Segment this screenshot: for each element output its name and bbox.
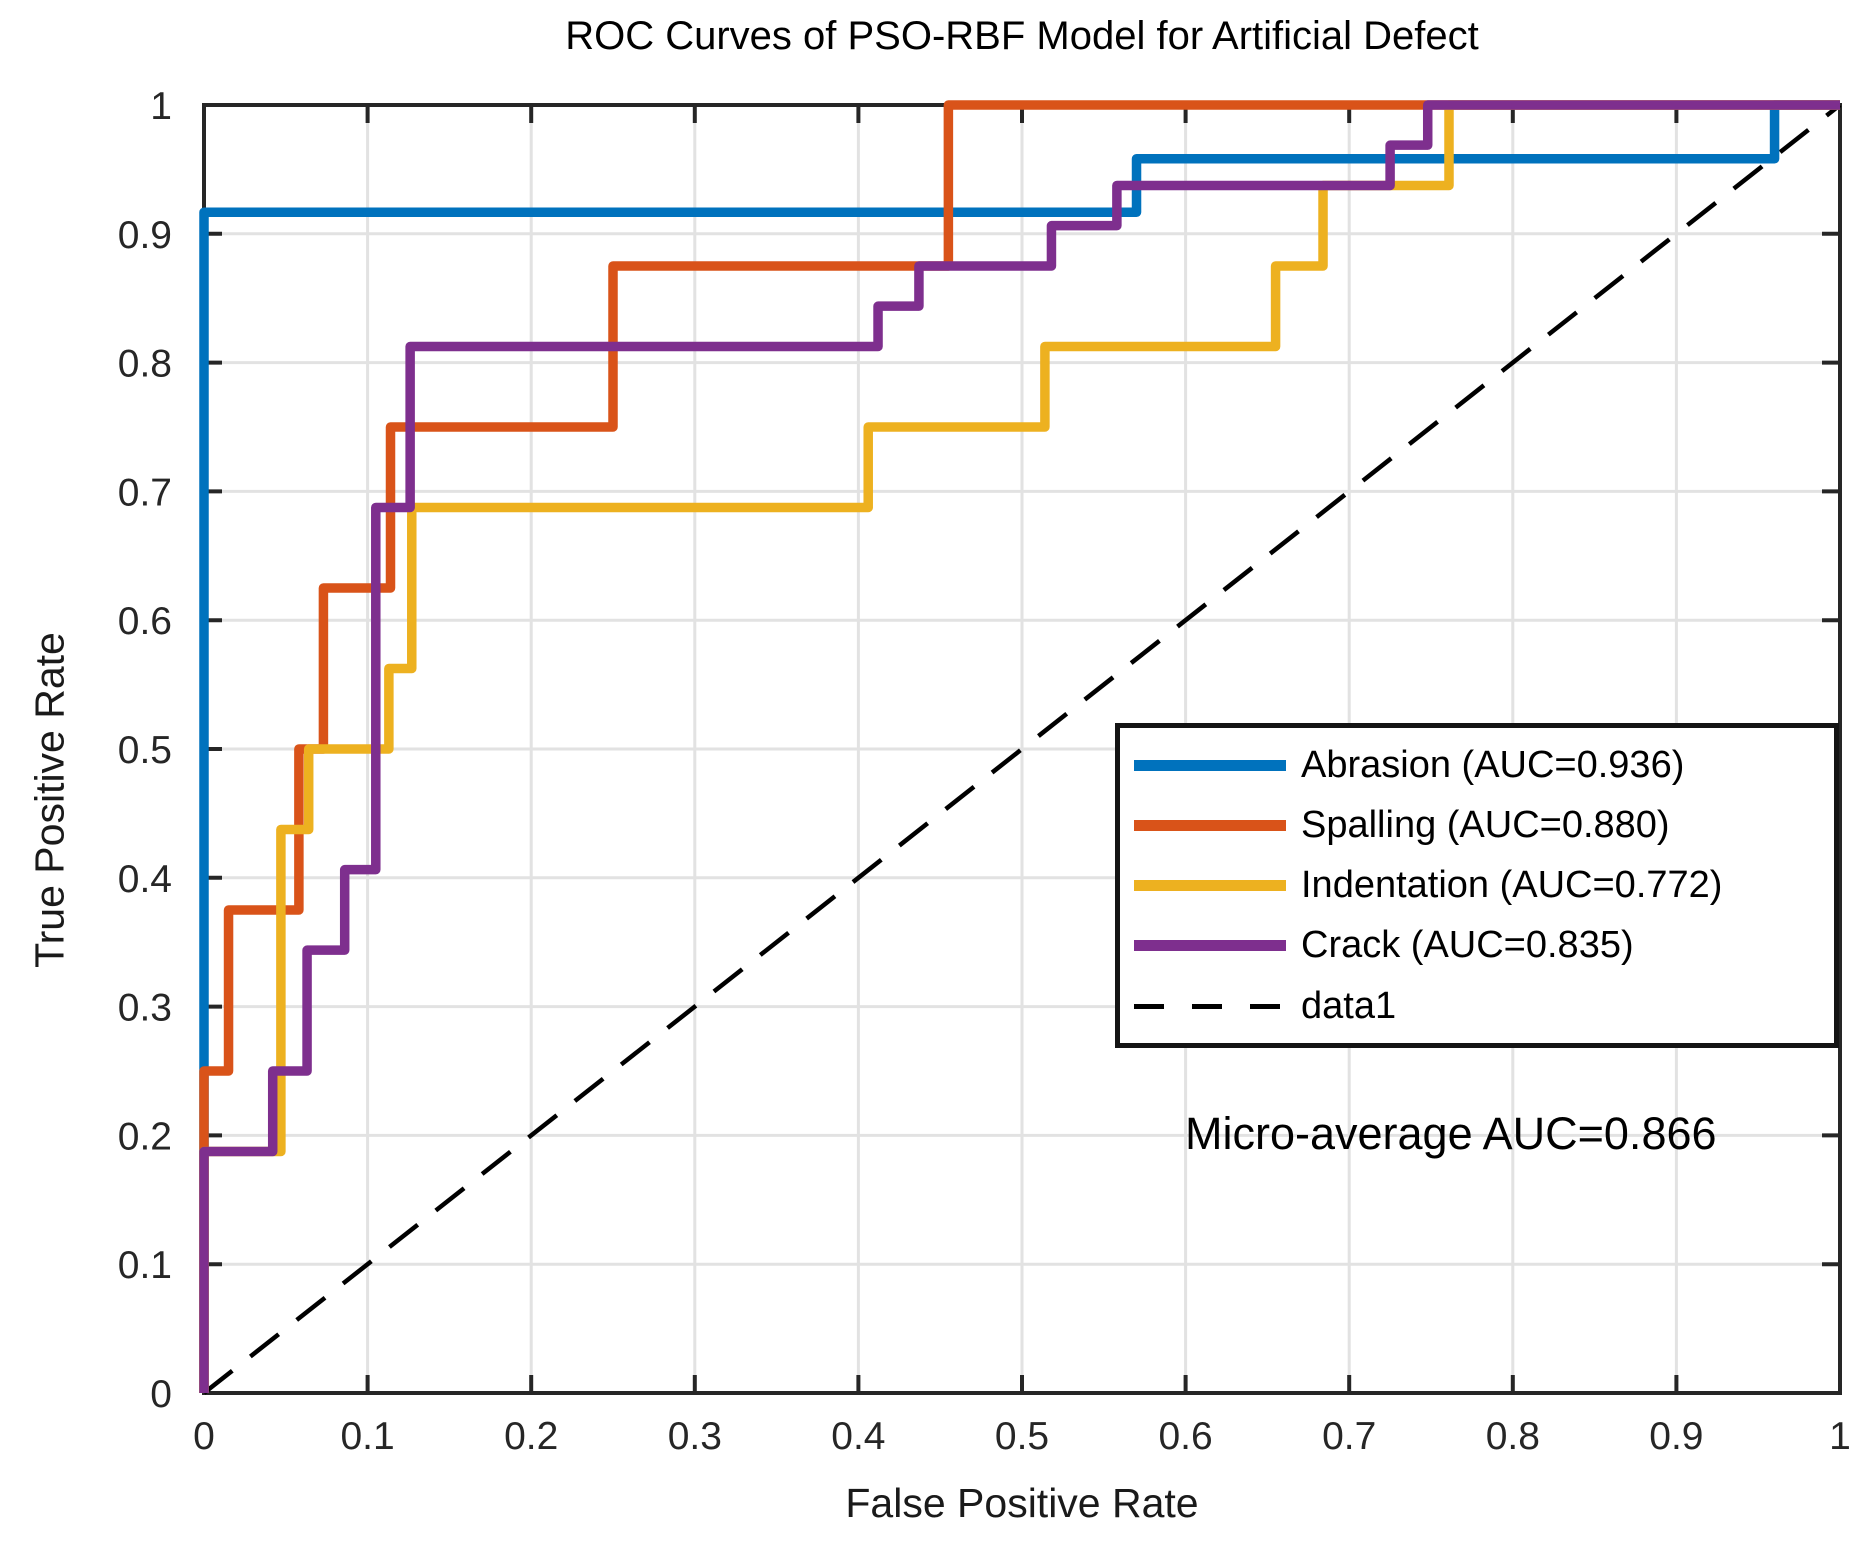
legend-item-indentation: Indentation (AUC=0.772) [1134, 864, 1824, 906]
y-tick-label: 0.6 [118, 600, 172, 643]
legend-swatch-data1 [1134, 1003, 1286, 1009]
legend-label-crack: Crack (AUC=0.835) [1301, 924, 1634, 967]
x-tick-label: 0.3 [668, 1415, 722, 1458]
roc-curve-indentation [199, 100, 1840, 1393]
micro-average-annotation: Micro-average AUC=0.866 [1185, 1108, 1717, 1159]
reference-line-data1 [202, 103, 1842, 1395]
y-axis-label: True Positive Rate [26, 632, 73, 968]
y-tick-label: 0.2 [118, 1115, 172, 1158]
legend: Abrasion (AUC=0.936) Spalling (AUC=0.880… [1115, 723, 1839, 1048]
y-tick-label: 0 [150, 1373, 172, 1416]
y-tick-label: 0.1 [118, 1244, 172, 1287]
y-tick-label: 0.3 [118, 987, 172, 1030]
legend-item-crack: Crack (AUC=0.835) [1134, 924, 1824, 967]
x-tick-label: 0.9 [1649, 1415, 1703, 1458]
legend-item-abrasion: Abrasion (AUC=0.936) [1134, 743, 1824, 786]
legend-label-indentation: Indentation (AUC=0.772) [1301, 864, 1723, 906]
x-axis-label: False Positive Rate [845, 1480, 1199, 1526]
legend-label-data1: data1 [1301, 984, 1397, 1027]
x-tick-label: 0.7 [1322, 1415, 1376, 1458]
x-tick-label: 0.1 [340, 1415, 394, 1458]
roc-curve-spalling [199, 100, 1840, 1393]
legend-label-spalling: Spalling (AUC=0.880) [1301, 803, 1670, 846]
x-tick-label: 0.5 [995, 1415, 1049, 1458]
legend-swatch-spalling [1134, 819, 1286, 831]
y-tick-label: 1 [150, 85, 172, 128]
x-tick-label: 0.8 [1486, 1415, 1540, 1458]
y-tick-label: 0.4 [118, 858, 172, 901]
x-tick-label: 0.6 [1158, 1415, 1212, 1458]
chart-title: ROC Curves of PSO-RBF Model for Artifici… [565, 14, 1479, 58]
roc-curve-crack [199, 100, 1840, 1393]
legend-swatch-abrasion [1134, 759, 1286, 771]
legend-swatch-indentation [1134, 880, 1286, 891]
x-tick-label: 0.2 [504, 1415, 558, 1458]
y-tick-label: 0.7 [118, 471, 172, 514]
x-tick-label: 0.4 [831, 1415, 885, 1458]
legend-item-data1: data1 [1134, 984, 1824, 1027]
legend-item-spalling: Spalling (AUC=0.880) [1134, 803, 1824, 846]
y-tick-label: 0.8 [118, 343, 172, 386]
y-tick-label: 0.9 [118, 214, 172, 257]
legend-label-abrasion: Abrasion (AUC=0.936) [1301, 743, 1685, 786]
y-tick-label: 0.5 [118, 729, 172, 772]
x-tick-label: 0 [193, 1415, 215, 1458]
x-tick-label: 1 [1829, 1415, 1851, 1458]
legend-swatch-crack [1134, 940, 1286, 952]
